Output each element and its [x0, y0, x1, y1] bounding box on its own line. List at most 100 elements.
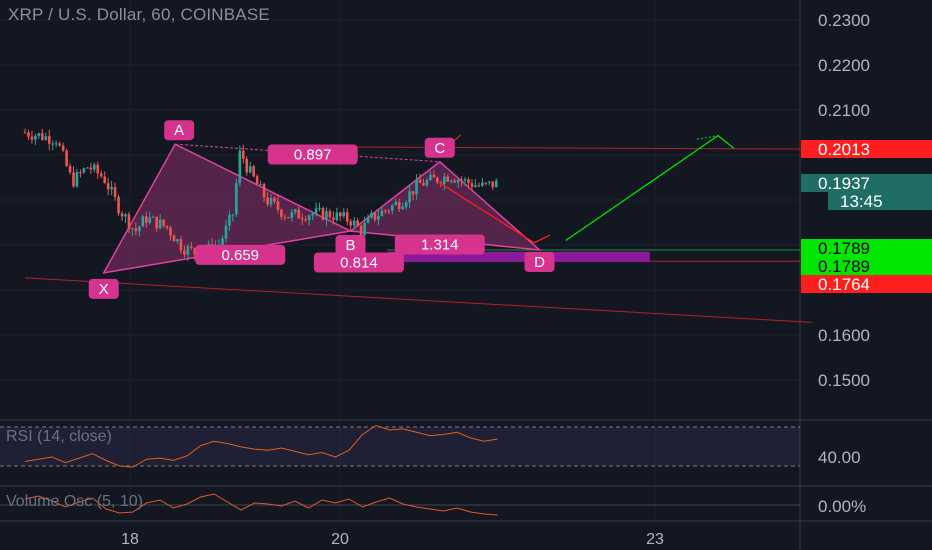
candle-body — [363, 222, 366, 236]
candle-body — [290, 212, 294, 218]
candle-body — [442, 176, 446, 184]
candle-body — [151, 216, 155, 218]
candle-body — [373, 212, 377, 220]
candle-body — [65, 150, 68, 166]
candle-body — [169, 227, 172, 236]
candle-body — [41, 133, 44, 140]
candle-body — [273, 197, 276, 202]
candle-body — [484, 182, 488, 184]
y-tick-label: 0.1500 — [818, 371, 870, 390]
ratio-label-bg — [195, 244, 286, 265]
candle-body — [103, 176, 106, 183]
candle-body — [300, 218, 304, 220]
candle-body — [99, 173, 103, 177]
candle-body — [148, 217, 152, 223]
candle-body — [75, 172, 79, 187]
candle-body — [235, 183, 238, 215]
candle-body — [283, 216, 287, 218]
candle-body — [269, 197, 273, 205]
candle-body — [387, 210, 391, 212]
candle-body — [307, 215, 311, 221]
candle-body — [158, 219, 162, 229]
price-tag-bg — [801, 239, 932, 257]
candle-body — [345, 212, 349, 222]
pattern-point-a-bg — [164, 120, 195, 141]
candle-body — [106, 182, 110, 190]
resistance-line — [334, 146, 813, 150]
candle-body — [332, 217, 335, 221]
candle-body — [93, 164, 96, 170]
candle-body — [432, 174, 436, 178]
candles — [23, 128, 498, 264]
pattern-point-x: X — [99, 281, 109, 298]
candle-body — [446, 176, 450, 182]
candle-body — [224, 225, 228, 239]
candle-body — [183, 250, 186, 255]
candle-body — [297, 209, 301, 219]
candle-body — [287, 217, 290, 219]
candle-body — [248, 166, 252, 173]
price-tag: 13:45 — [840, 192, 883, 211]
candle-body — [259, 183, 262, 185]
candle-body — [456, 179, 460, 183]
price-tag-bg — [801, 140, 932, 158]
candle-body — [51, 143, 55, 145]
pattern-point-b: B — [345, 237, 355, 254]
price-tag: 0.1789 — [818, 239, 870, 258]
candle-body — [61, 145, 65, 151]
candle-body — [54, 143, 58, 145]
x-tick-label: 20 — [331, 531, 349, 548]
candle-body — [411, 191, 415, 195]
candle-body — [241, 150, 245, 159]
x-tick-label: 18 — [121, 531, 139, 548]
x-tick-label: 23 — [646, 531, 664, 548]
candle-body — [401, 206, 404, 209]
candle-body — [117, 196, 120, 214]
rsi-label: RSI (14, close) — [6, 428, 112, 445]
candle-body — [481, 182, 484, 186]
candle-body — [155, 216, 158, 229]
price-tag-bg — [801, 174, 932, 192]
candle-body — [311, 213, 314, 216]
volume-osc-label: Volume Osc (5, 10) — [6, 493, 143, 510]
candle-body — [377, 216, 380, 220]
pattern-bd — [350, 230, 540, 251]
candle-body — [436, 177, 439, 183]
candle-body — [397, 201, 401, 209]
pattern-point-c-bg — [424, 137, 455, 158]
candle-body — [325, 211, 328, 220]
price-tag-bg — [801, 275, 932, 293]
candle-body — [335, 212, 339, 221]
candle-body — [356, 220, 359, 226]
candle-body — [172, 235, 176, 242]
candle-body — [314, 208, 318, 214]
candle-body — [228, 214, 231, 226]
candle-body — [27, 132, 30, 137]
candle-body — [138, 226, 141, 232]
candle-body — [342, 212, 346, 217]
candle-body — [384, 210, 387, 212]
volume-osc-line — [24, 493, 498, 516]
candle-body — [124, 214, 127, 217]
candle-body — [238, 150, 242, 184]
candle-body — [449, 180, 453, 182]
candle-body — [127, 214, 131, 230]
candle-body — [144, 216, 148, 223]
chart-title: XRP / U.S. Dollar, 60, COINBASE — [8, 5, 270, 24]
candle-body — [44, 136, 48, 140]
candle-body — [477, 185, 481, 187]
candle-body — [328, 211, 332, 218]
candle-body — [255, 176, 259, 185]
candle-body — [276, 201, 280, 210]
candle-body — [408, 191, 411, 203]
candle-body — [23, 132, 27, 134]
candle-body — [349, 221, 353, 226]
candle-body — [141, 216, 145, 227]
projection-down — [439, 182, 551, 244]
candle-body — [96, 164, 100, 174]
candle-body — [460, 179, 463, 181]
candle-body — [221, 238, 224, 246]
y-tick-label: 0.2300 — [818, 11, 870, 30]
candle-body — [415, 179, 418, 195]
